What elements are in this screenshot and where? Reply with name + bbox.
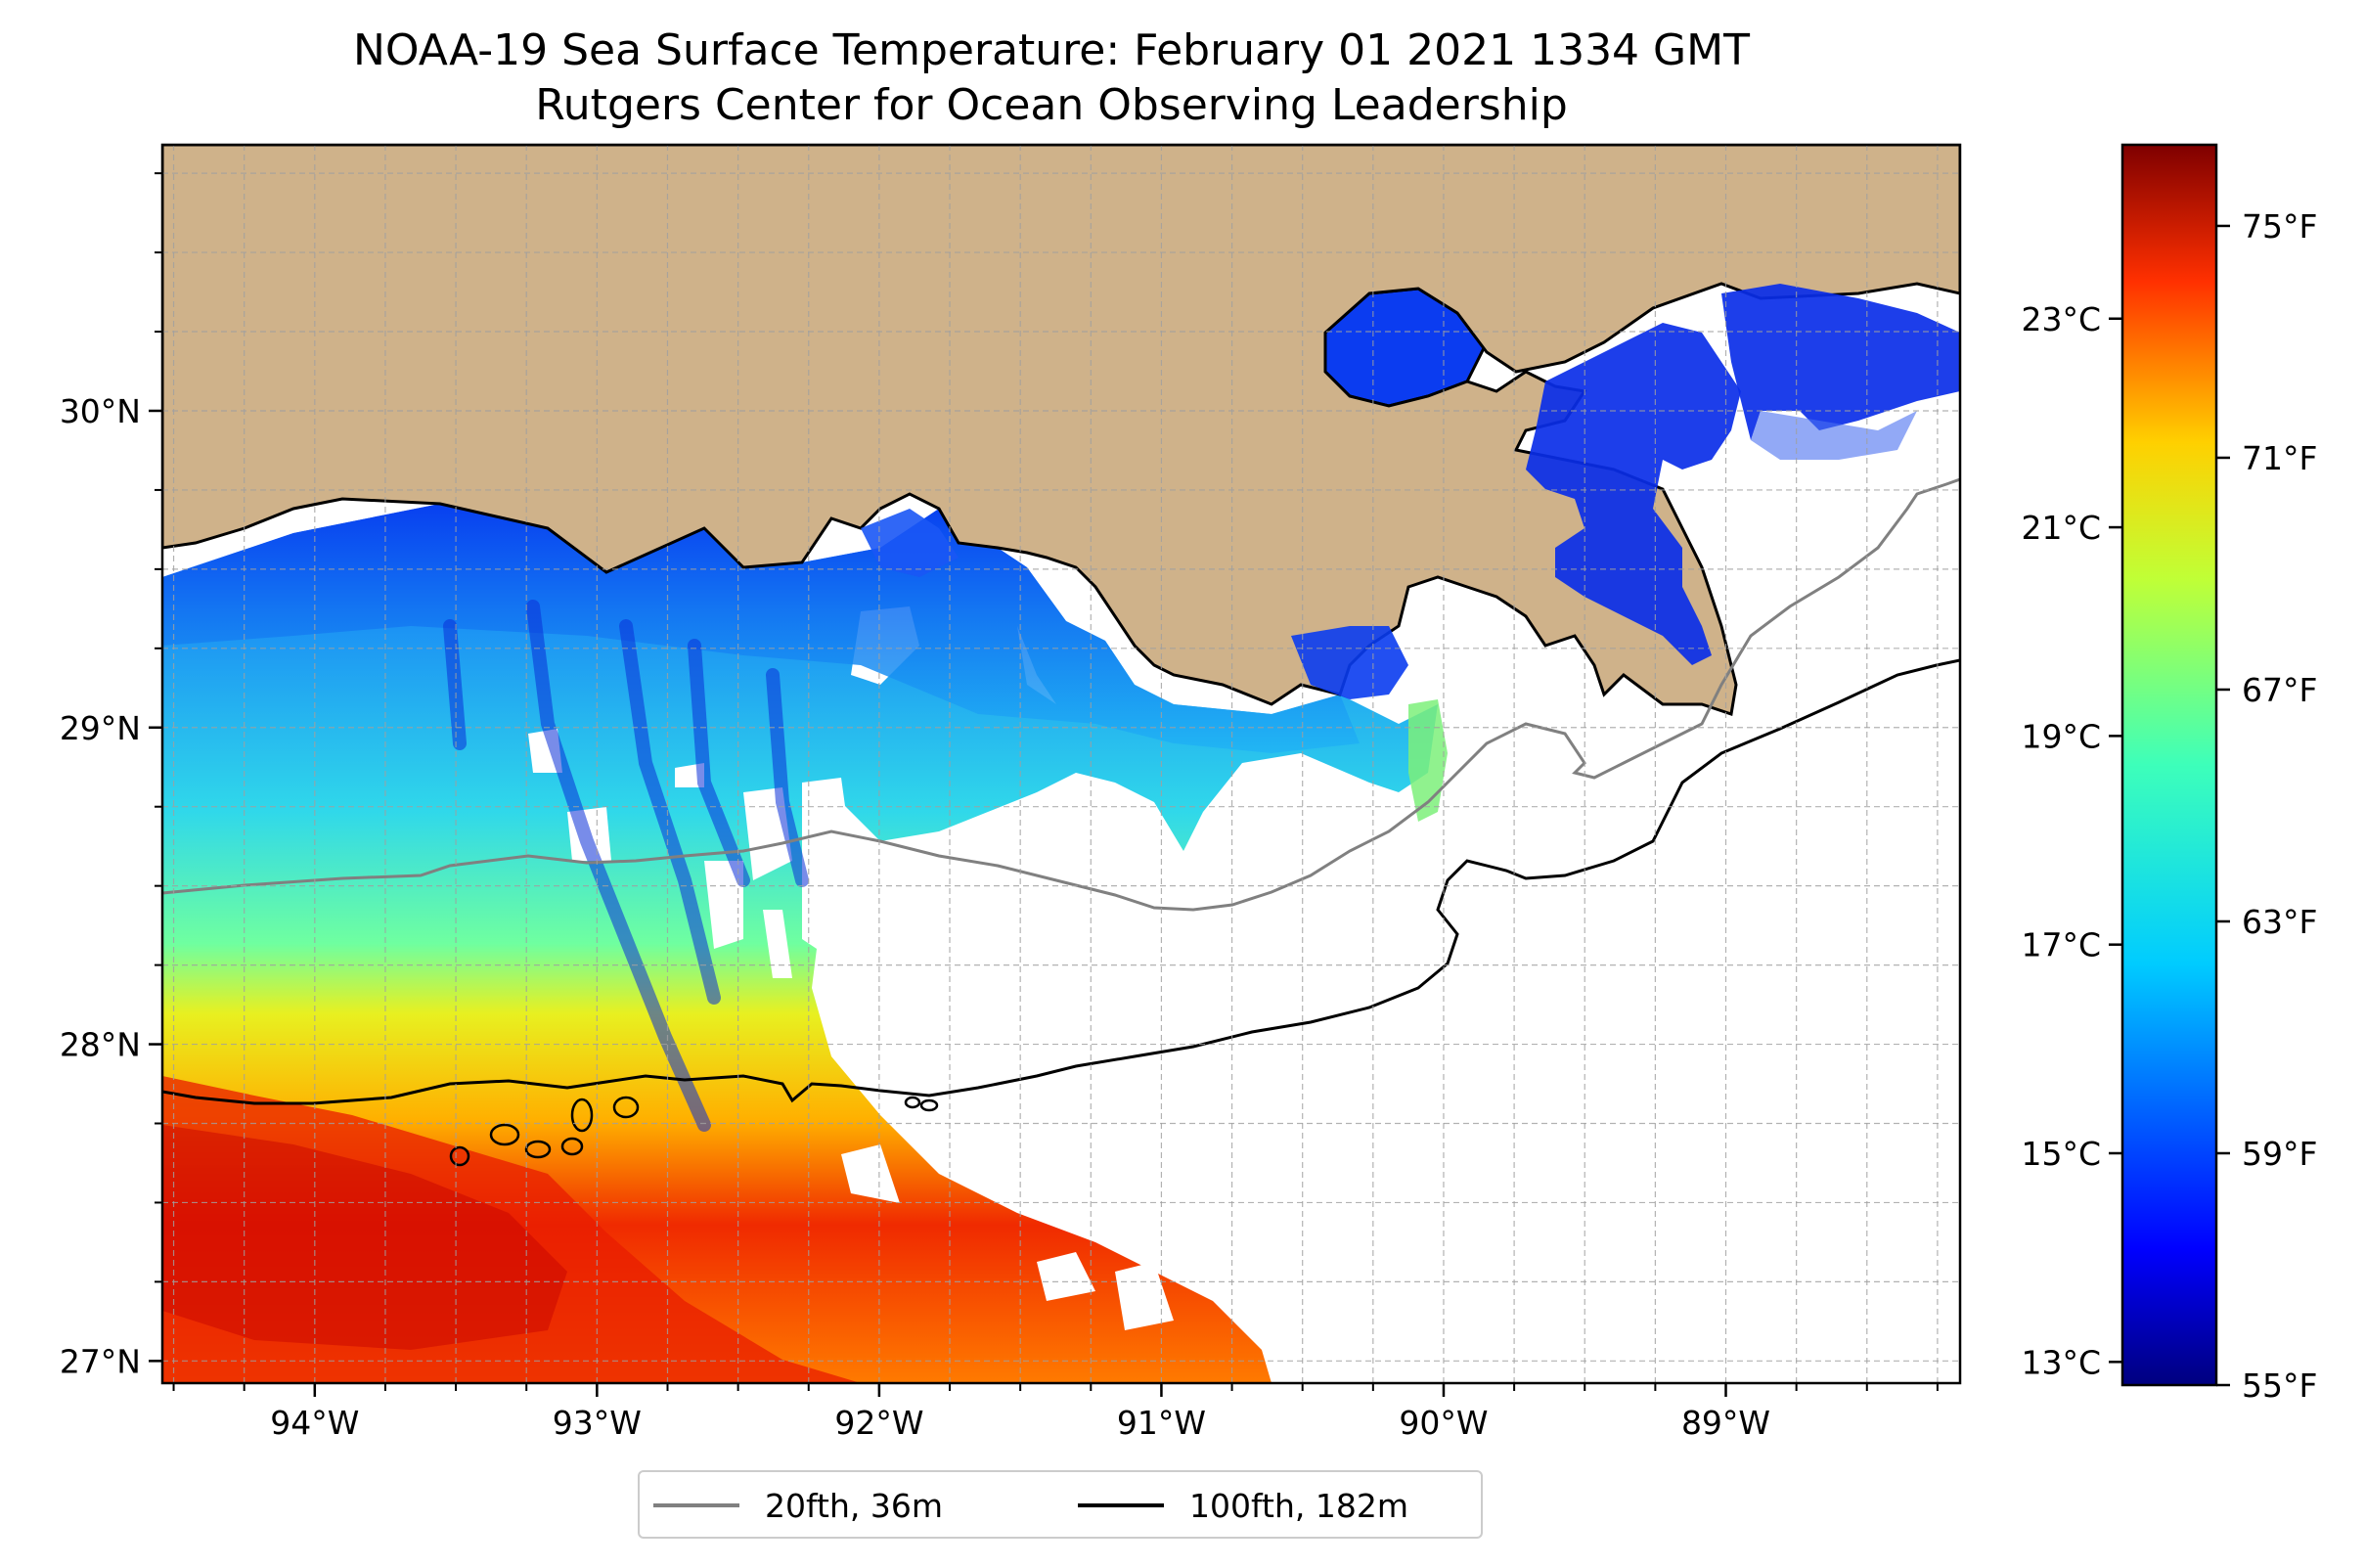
- colorbar-f-label: 63°F: [2242, 903, 2317, 941]
- isobath-20fth: [162, 477, 1960, 912]
- land: [162, 145, 1960, 716]
- isobath-100fth-islands: [449, 1096, 939, 1167]
- map-frame: [160, 143, 1962, 1385]
- barataria-bay-water: [1526, 323, 1741, 665]
- lat-tick-label: 30°N: [60, 392, 141, 430]
- lat-tick-label: 27°N: [60, 1342, 141, 1380]
- legend-label-20fth: 20fth, 36m: [765, 1486, 943, 1525]
- title-line-2: Rutgers Center for Ocean Observing Leade…: [535, 80, 1568, 130]
- nearshore-cold-strip: [162, 504, 1360, 753]
- lon-tick-label: 90°W: [1399, 1404, 1488, 1442]
- legend-line-gray: [653, 1503, 739, 1507]
- colorbar-c-label: 23°C: [2021, 300, 2101, 338]
- breton-sound-water: [1721, 284, 1960, 440]
- legend-label-100fth: 100fth, 182m: [1189, 1486, 1408, 1525]
- colorbar-f-label: 59°F: [2242, 1135, 2317, 1173]
- legend-item-100fth: 100fth, 182m: [1078, 1486, 1408, 1525]
- colorbar-c-label: 13°C: [2021, 1343, 2101, 1381]
- legend-line-black: [1078, 1503, 1164, 1507]
- lat-tick-label: 29°N: [60, 709, 141, 747]
- isobath-100fth: [162, 658, 1960, 1105]
- axis-ticks: 30°N 29°N 28°N 27°N 94°W 93°W 92°W 91°W 90°W 89°W: [60, 172, 1939, 1442]
- colorbar-c-label: 17°C: [2021, 926, 2101, 964]
- warm-core-inner: [162, 1125, 567, 1350]
- title-line-1: NOAA-19 Sea Surface Temperature: Februar…: [353, 25, 1750, 75]
- lon-tick-label: 92°W: [834, 1404, 923, 1442]
- colorbar: [2120, 143, 2218, 1387]
- colorbar-c-label: 15°C: [2021, 1135, 2101, 1173]
- colorbar-f-label: 55°F: [2242, 1366, 2317, 1405]
- atchafalaya-bay-water: [861, 509, 959, 577]
- map-area: [162, 145, 1960, 1383]
- lat-tick-label: 28°N: [60, 1026, 141, 1064]
- colorbar-ticks: 75°F 71°F 67°F 63°F 59°F 55°F 23°C 21°C 19°C 17°C…: [2021, 207, 2317, 1405]
- colorbar-f-label: 71°F: [2242, 439, 2317, 477]
- lon-tick-label: 91°W: [1117, 1404, 1206, 1442]
- colorbar-f-label: 67°F: [2242, 671, 2317, 709]
- cool-filaments: [443, 600, 809, 1132]
- lon-tick-label: 89°W: [1681, 1404, 1770, 1442]
- lon-tick-label: 94°W: [270, 1404, 359, 1442]
- lon-tick-label: 93°W: [553, 1404, 642, 1442]
- terrebonne-bay-water: [1291, 626, 1408, 699]
- gridlines: [162, 145, 1960, 1383]
- map-title: NOAA-19 Sea Surface Temperature: Februar…: [0, 23, 2103, 133]
- breton-sound-shallow: [1751, 411, 1917, 460]
- warm-core: [162, 1076, 861, 1383]
- colorbar-c-label: 21°C: [2021, 509, 2101, 547]
- legend-item-20fth: 20fth, 36m: [653, 1486, 943, 1525]
- isobath-legend: 20fth, 36m 100fth, 182m: [638, 1470, 1483, 1539]
- colorbar-f-label: 75°F: [2242, 207, 2317, 246]
- colorbar-c-label: 19°C: [2021, 717, 2101, 755]
